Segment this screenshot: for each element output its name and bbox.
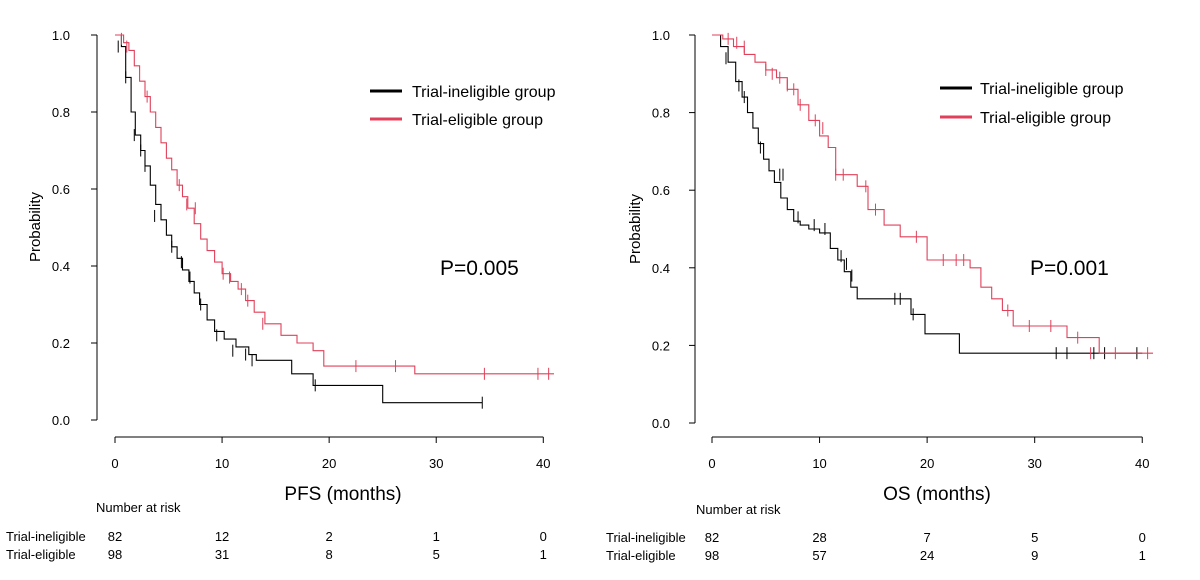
risk-count: 98 [108, 547, 122, 562]
risk-count: 98 [705, 548, 719, 563]
risk-count: 82 [108, 529, 122, 544]
risk-row-label: Trial-ineligible [606, 530, 686, 545]
y-axis-label: Probability [27, 191, 44, 262]
risk-count: 9 [1031, 548, 1038, 563]
risk-row-label: Trial-eligible [606, 548, 676, 563]
risk-count: 82 [705, 530, 719, 545]
x-tick-label: 0 [111, 456, 118, 471]
x-tick-label: 30 [1027, 456, 1041, 471]
y-tick-label: 0.4 [652, 261, 670, 276]
risk-count: 31 [215, 547, 229, 562]
number-at-risk-header: Number at risk [696, 502, 781, 517]
x-tick-label: 20 [920, 456, 934, 471]
risk-count: 5 [433, 547, 440, 562]
risk-count: 5 [1031, 530, 1038, 545]
y-tick-label: 0.6 [52, 182, 70, 197]
risk-count: 7 [924, 530, 931, 545]
x-tick-label: 10 [215, 456, 229, 471]
y-tick-label: 0.8 [52, 105, 70, 120]
p-value-annotation: P=0.001 [1030, 257, 1109, 280]
y-tick-label: 0.2 [52, 336, 70, 351]
x-tick-label: 40 [1135, 456, 1149, 471]
risk-count: 0 [1139, 530, 1146, 545]
risk-count: 57 [812, 548, 826, 563]
x-axis-label: PFS (months) [284, 484, 401, 505]
risk-count: 24 [920, 548, 934, 563]
risk-row-label: Trial-eligible [6, 547, 76, 562]
x-tick-label: 20 [322, 456, 336, 471]
risk-count: 2 [326, 529, 333, 544]
x-tick-label: 40 [536, 456, 550, 471]
risk-row-label: Trial-ineligible [6, 529, 86, 544]
y-tick-label: 0.8 [652, 106, 670, 121]
risk-count: 12 [215, 529, 229, 544]
y-tick-label: 0.0 [652, 416, 670, 431]
p-value-annotation: P=0.005 [440, 257, 519, 280]
risk-count: 1 [1139, 548, 1146, 563]
risk-count: 8 [326, 547, 333, 562]
y-tick-label: 0.6 [652, 183, 670, 198]
y-tick-label: 0.2 [652, 338, 670, 353]
y-tick-label: 0.0 [52, 413, 70, 428]
legend-label-trial-ineligible: Trial-ineligible group [980, 81, 1124, 98]
km-curve-trial-eligible [712, 34, 1153, 354]
legend-label-trial-eligible: Trial-eligible group [412, 112, 543, 129]
risk-count: 28 [812, 530, 826, 545]
km-curve-trial-eligible [115, 34, 554, 375]
x-tick-label: 30 [429, 456, 443, 471]
legend-label-trial-ineligible: Trial-ineligible group [412, 84, 556, 101]
risk-count: 1 [540, 547, 547, 562]
x-axis-label: OS (months) [883, 484, 991, 505]
legend-label-trial-eligible: Trial-eligible group [980, 110, 1111, 127]
y-tick-label: 1.0 [52, 28, 70, 43]
x-tick-label: 10 [812, 456, 826, 471]
y-tick-label: 0.4 [52, 259, 70, 274]
number-at-risk-header: Number at risk [96, 500, 181, 515]
y-axis-label: Probability [627, 193, 644, 264]
risk-count: 0 [540, 529, 547, 544]
risk-count: 1 [433, 529, 440, 544]
y-tick-label: 1.0 [652, 28, 670, 43]
x-tick-label: 0 [708, 456, 715, 471]
